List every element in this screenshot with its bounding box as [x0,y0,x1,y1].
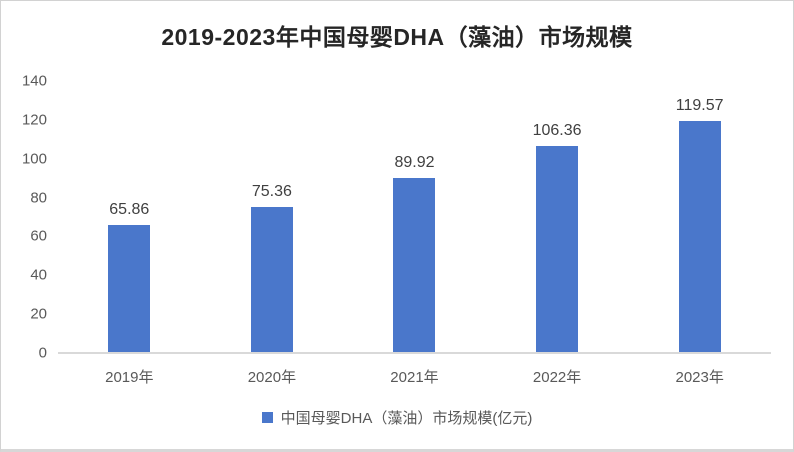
x-tick-label: 2021年 [390,369,439,386]
legend-label: 中国母婴DHA（藻油）市场规模(亿元) [280,410,533,427]
data-label: 89.92 [394,154,435,172]
y-tick-label: 0 [38,344,47,362]
bar-slot: 119.57 [628,81,771,353]
y-tick-label: 20 [30,305,47,323]
y-tick-label: 60 [30,227,47,245]
data-label: 75.36 [251,182,292,200]
y-tick-label: 120 [21,111,47,129]
y-tick-label: 140 [21,72,47,90]
bar-slot: 89.92 [343,81,486,353]
x-axis-labels: 2019年 2020年 2021年 2022年 2023年 [58,353,771,387]
x-axis-line [58,352,771,354]
bars-container: 65.86 75.36 89.92 106.36 119.57 [58,81,771,353]
bar [250,206,293,353]
bar [678,120,721,353]
bar-slot: 65.86 [58,81,201,353]
legend-marker-icon [261,412,273,423]
x-tick-label: 2020年 [247,369,297,386]
legend: 中国母婴DHA（藻油）市场规模(亿元) [1,407,793,428]
x-tick-label: 2023年 [675,369,724,386]
chart-title: 2019-2023年中国母婴DHA（藻油）市场规模 [161,24,633,50]
y-axis: 0 20 40 60 80 100 120 140 [1,74,47,361]
data-label: 106.36 [532,122,582,140]
bar-slot: 106.36 [486,81,629,353]
plot-area: 0 20 40 60 80 100 120 140 65.86 75.36 89.92 106.36… [22,74,771,386]
y-tick-label: 100 [21,150,47,168]
data-label: 65.86 [109,201,150,219]
bar-slot: 75.36 [201,81,344,353]
x-tick-label: 2022年 [532,369,582,386]
bar [536,146,579,353]
y-tick-label: 80 [30,189,47,207]
bar [393,178,436,353]
data-label: 119.57 [675,96,724,114]
x-tick-label: 2019年 [105,369,154,386]
bar [108,225,151,353]
y-tick-label: 40 [30,266,47,284]
